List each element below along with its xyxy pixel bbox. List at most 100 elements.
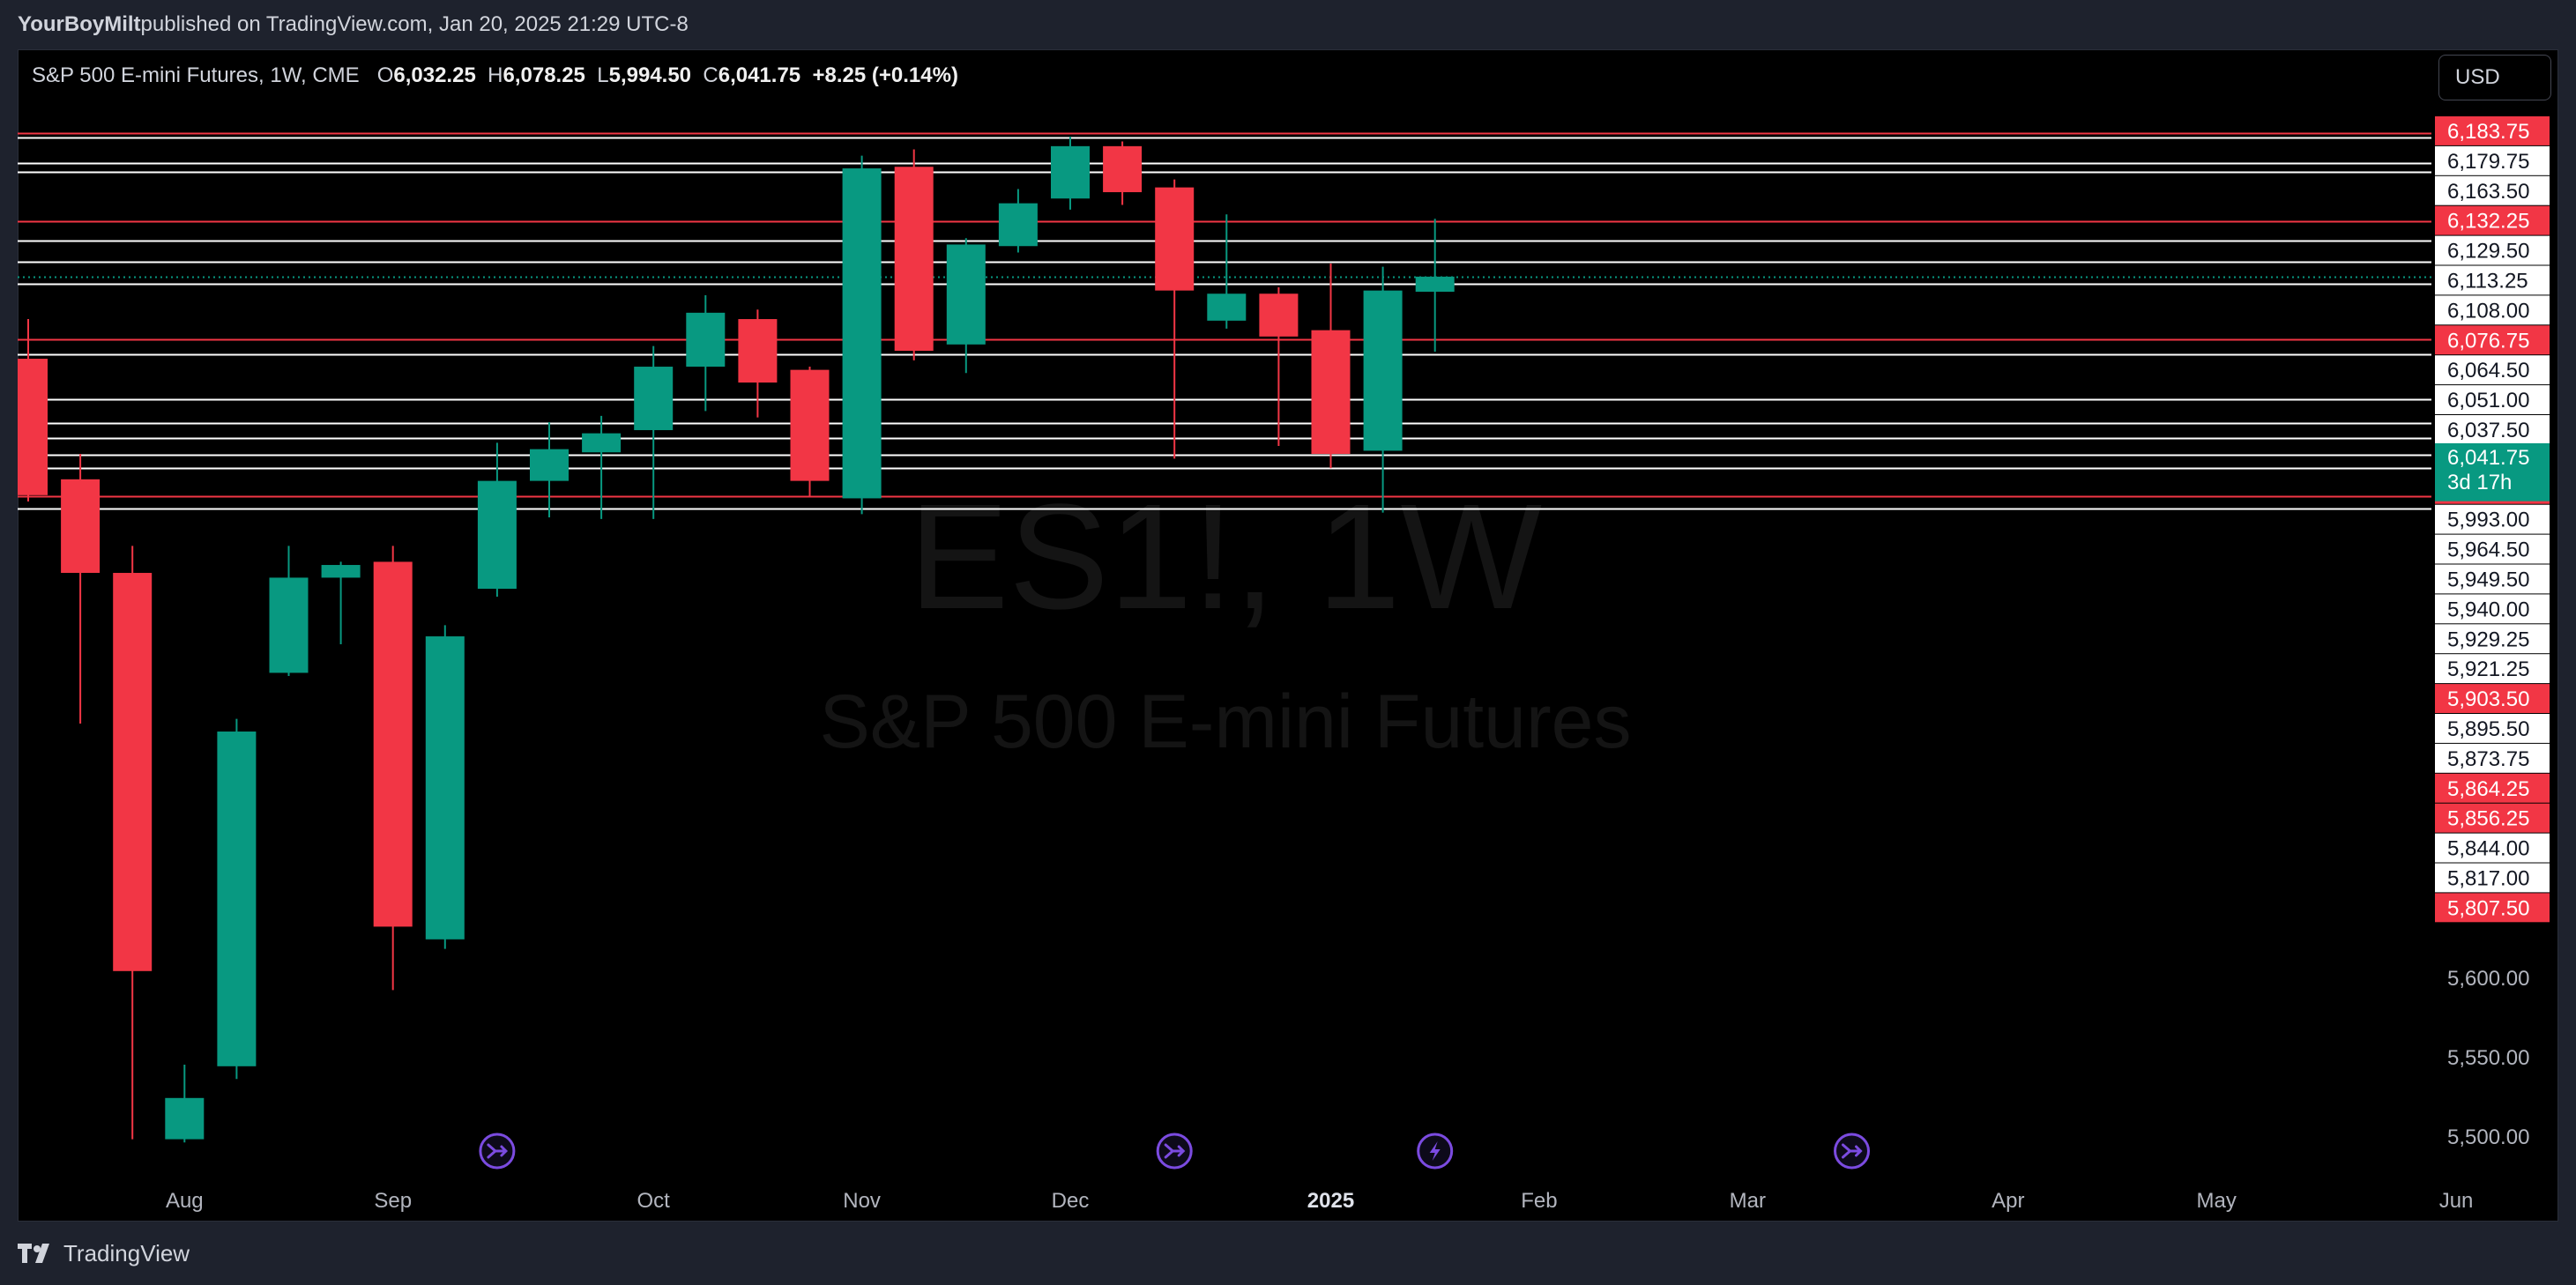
last-price-label: 6,041.75 — [2447, 446, 2529, 470]
level-label-text: 6,051.00 — [2447, 389, 2529, 412]
ohlc-legend: S&P 500 E-mini Futures, 1W, CME O6,032.2… — [32, 63, 958, 88]
candle-up[interactable] — [582, 433, 622, 453]
level-label-white — [2435, 654, 2550, 684]
change-value: +8.25 (+0.14%) — [812, 63, 958, 87]
candle-up[interactable] — [946, 244, 986, 345]
footer-brand: TradingView — [63, 1239, 190, 1266]
candle-down[interactable] — [9, 359, 48, 495]
level-label-text: 6,064.50 — [2447, 359, 2529, 383]
tradingview-logo-icon — [18, 1244, 49, 1263]
candle-down[interactable] — [1259, 293, 1299, 337]
level-label-text: 5,817.00 — [2447, 867, 2529, 891]
candle-up[interactable] — [686, 312, 726, 368]
tradingview-logo[interactable]: TradingView — [18, 1240, 190, 1267]
high-label: H — [488, 63, 503, 87]
candle-up[interactable] — [165, 1097, 205, 1140]
candle-up[interactable] — [530, 449, 569, 481]
level-label-text: 6,108.00 — [2447, 299, 2529, 323]
candle-down[interactable] — [738, 319, 778, 383]
watermark-ticker: ES1!, 1W — [909, 473, 1542, 641]
level-label-text: 5,993.00 — [2447, 509, 2529, 532]
arrow-glyph — [1842, 1143, 1863, 1159]
candle-up[interactable] — [998, 203, 1038, 247]
x-tick-label: May — [2197, 1189, 2237, 1213]
candle-up[interactable] — [477, 480, 517, 590]
level-label-red — [2435, 205, 2550, 235]
candle-up[interactable] — [425, 636, 465, 940]
level-label-white — [2435, 564, 2550, 594]
x-tick-label: Nov — [843, 1189, 881, 1213]
currency-button[interactable]: USD — [2438, 55, 2551, 100]
level-label-white — [2435, 415, 2550, 444]
level-label-text: 6,163.50 — [2447, 180, 2529, 204]
candle-down[interactable] — [1155, 187, 1195, 291]
level-label-text: 5,895.50 — [2447, 717, 2529, 741]
level-label-white — [2435, 295, 2550, 325]
level-label-text: 5,921.25 — [2447, 657, 2529, 681]
candle-up[interactable] — [217, 732, 257, 1066]
level-label-white — [2435, 714, 2550, 743]
candle-up[interactable] — [634, 367, 674, 431]
x-tick-label: Oct — [637, 1189, 671, 1213]
level-label-white — [2435, 235, 2550, 265]
candle-down[interactable] — [113, 573, 153, 971]
candle-up[interactable] — [1207, 293, 1247, 321]
level-label-text: 6,037.50 — [2447, 419, 2529, 442]
candle-down[interactable] — [894, 167, 934, 352]
x-tick-label: Jun — [2439, 1189, 2474, 1213]
level-label-red — [2435, 773, 2550, 803]
level-label-text: 6,129.50 — [2447, 240, 2529, 264]
price-tick-label: 5,550.00 — [2447, 1046, 2529, 1070]
symbol-description[interactable]: S&P 500 E-mini Futures, 1W, CME — [32, 63, 360, 87]
chart-frame[interactable] — [18, 49, 2558, 1222]
candle-up[interactable] — [1415, 276, 1455, 292]
watermark-name: S&P 500 E-mini Futures — [820, 680, 1632, 764]
x-tick-label: Aug — [166, 1189, 204, 1213]
level-label-white — [2435, 833, 2550, 863]
level-label-white — [2435, 175, 2550, 205]
level-label-text: 6,132.25 — [2447, 210, 2529, 234]
level-label-white — [2435, 355, 2550, 385]
candle-down[interactable] — [790, 369, 830, 481]
x-tick-label: Mar — [1730, 1189, 1766, 1213]
candle-up[interactable] — [321, 565, 361, 578]
level-label-white — [2435, 594, 2550, 624]
level-label-red — [2435, 116, 2550, 145]
high-value: 6,078.25 — [503, 63, 585, 87]
levels-group — [18, 132, 2431, 510]
level-label-text: 5,864.25 — [2447, 777, 2529, 801]
arrow-glyph — [487, 1143, 509, 1159]
x-tick-label: Sep — [374, 1189, 412, 1213]
level-label-text: 5,964.50 — [2447, 539, 2529, 562]
x-tick-label: Dec — [1052, 1189, 1090, 1213]
candle-up[interactable] — [1051, 145, 1090, 199]
author-name[interactable]: YourBoyMilt — [18, 12, 141, 36]
candle-down[interactable] — [373, 561, 413, 927]
candle-up[interactable] — [269, 577, 309, 673]
candle-up[interactable] — [842, 168, 882, 499]
close-label: C — [703, 63, 718, 87]
level-label-text: 5,949.50 — [2447, 568, 2529, 592]
level-label-red — [2435, 325, 2550, 355]
arrow-glyph — [1164, 1143, 1186, 1159]
candle-down[interactable] — [1311, 330, 1351, 455]
footer-bar: TradingView — [0, 1222, 2576, 1285]
candle-down[interactable] — [61, 479, 101, 574]
level-label-text: 6,113.25 — [2447, 270, 2528, 293]
candle-up[interactable] — [1363, 290, 1403, 451]
low-value: 5,994.50 — [608, 63, 692, 87]
level-label-text: 6,183.75 — [2447, 120, 2529, 144]
level-label-text: 6,076.75 — [2447, 329, 2529, 353]
countdown-label: 3d 17h — [2447, 471, 2512, 494]
level-label-red — [2435, 803, 2550, 833]
price-tick-label: 5,500.00 — [2447, 1125, 2529, 1149]
level-label-text: 5,844.00 — [2447, 837, 2529, 861]
level-label-white — [2435, 743, 2550, 773]
level-label-text: 6,179.75 — [2447, 150, 2529, 174]
level-label-white — [2435, 265, 2550, 295]
candle-down[interactable] — [1103, 145, 1143, 193]
low-label: L — [597, 63, 609, 87]
close-value: 6,041.75 — [718, 63, 801, 87]
level-label-red — [2435, 893, 2550, 923]
